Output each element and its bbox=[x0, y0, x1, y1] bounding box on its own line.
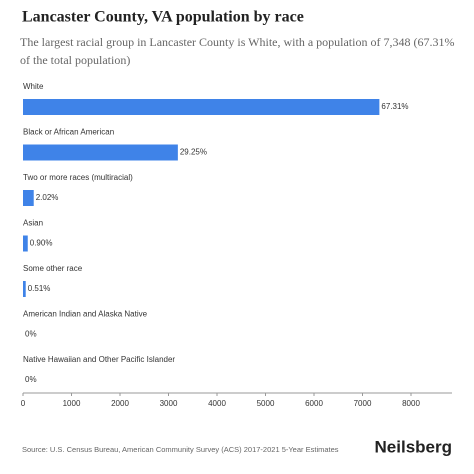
category-label: Some other race bbox=[23, 264, 83, 273]
bar bbox=[23, 235, 28, 252]
source: Source: U.S. Census Bureau, American Com… bbox=[22, 445, 339, 454]
x-tick-label: 1000 bbox=[63, 399, 81, 408]
category-label: White bbox=[23, 82, 44, 91]
bar bbox=[23, 190, 34, 206]
value-label: 0.90% bbox=[30, 239, 53, 248]
value-label: 2.02% bbox=[36, 193, 59, 202]
x-tick-label: 8000 bbox=[402, 399, 420, 408]
x-tick-label: 7000 bbox=[354, 399, 372, 408]
category-label: Native Hawaiian and Other Pacific Island… bbox=[23, 355, 175, 364]
bar bbox=[23, 99, 380, 115]
chart-title: Lancaster County, VA population by race bbox=[22, 9, 304, 26]
category-label: Black or African American bbox=[23, 128, 114, 137]
x-tick-label: 5000 bbox=[257, 399, 275, 408]
category-label: Two or more races (multiracial) bbox=[23, 173, 133, 182]
x-tick-label: 2000 bbox=[111, 399, 129, 408]
x-tick-label: 3000 bbox=[160, 399, 178, 408]
value-label: 29.25% bbox=[180, 148, 207, 157]
value-label: 0% bbox=[25, 330, 37, 339]
x-tick-label: 6000 bbox=[305, 399, 323, 408]
chart-subtitle: The largest racial group in Lancaster Co… bbox=[20, 35, 455, 67]
bar bbox=[23, 144, 178, 161]
value-label: 0.51% bbox=[28, 284, 51, 293]
subtitle-box: The largest racial group in Lancaster Co… bbox=[20, 35, 455, 67]
category-label: Asian bbox=[23, 219, 43, 228]
x-tick-label: 0 bbox=[21, 399, 26, 408]
value-label: 67.31% bbox=[381, 102, 408, 111]
bar bbox=[23, 281, 26, 297]
category-label: American Indian and Alaska Native bbox=[23, 310, 148, 319]
brand: Neilsberg bbox=[375, 437, 452, 456]
x-tick-label: 4000 bbox=[208, 399, 226, 408]
value-label: 0% bbox=[25, 375, 37, 384]
